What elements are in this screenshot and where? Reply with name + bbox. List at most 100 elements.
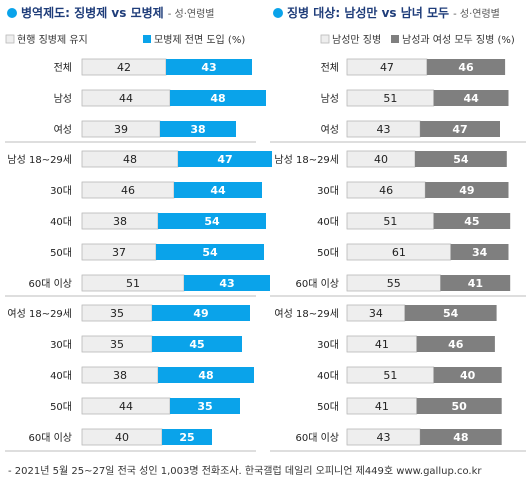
panel1-bar-series2 — [184, 275, 270, 291]
panel2-category-label: 40대 — [317, 370, 339, 382]
panel1-data-label-series2: 54 — [204, 215, 220, 228]
panel2-data-label-series2: 45 — [464, 215, 479, 228]
panel2-category-label: 남성 18~29세 — [274, 154, 339, 166]
panel2-data-label-series2: 46 — [458, 61, 474, 74]
panel1-category-label: 40대 — [50, 370, 72, 382]
panel1-category-label: 60대 이상 — [28, 432, 72, 444]
panel2-category-label: 40대 — [317, 216, 339, 228]
panel2-bar-series2 — [420, 121, 500, 137]
panel2-subtitle: - 성·연령별 — [453, 8, 500, 20]
panel1-bar-series2 — [178, 151, 272, 167]
panel1-data-label-series2: 43 — [201, 61, 216, 74]
panel1-data-label-series1: 38 — [113, 215, 127, 228]
panel1-data-label-series1: 35 — [110, 307, 124, 320]
panel1-data-label-series2: 48 — [198, 369, 213, 382]
panel2-data-label-series2: 54 — [443, 307, 459, 320]
panel1-category-label: 50대 — [50, 247, 72, 259]
panel2-data-label-series2: 46 — [448, 338, 464, 351]
panel1-category-label: 40대 — [50, 216, 72, 228]
panel1-data-label-series1: 48 — [123, 153, 137, 166]
panel1-category-label: 여성 — [54, 124, 72, 136]
panel1-bar-series2 — [158, 367, 254, 383]
panel1-data-label-series1: 40 — [115, 431, 129, 444]
panel2-legend-label-2: 남성과 여성 모두 징병 (%) — [402, 34, 515, 46]
panel2-category-label: 여성 — [321, 124, 339, 136]
panel2-category-label: 60대 이상 — [295, 432, 339, 444]
panel1-data-label-series2: 25 — [179, 431, 194, 444]
panel2-data-label-series1: 51 — [383, 92, 397, 105]
panel1-data-label-series1: 37 — [112, 246, 126, 259]
panel1-subtitle: - 성·연령별 — [168, 8, 215, 20]
panel1-category-label: 남성 18~29세 — [7, 154, 72, 166]
panel2-data-label-series1: 51 — [383, 215, 397, 228]
panel1-legend-label-2: 모병제 전면 도입 (%) — [154, 33, 245, 46]
panel1-data-label-series1: 38 — [113, 369, 127, 382]
panel2-data-label-series1: 34 — [369, 307, 383, 320]
panel1-title-bullet-icon — [7, 8, 17, 18]
panel1-legend-label-1: 현행 징병제 유지 — [17, 34, 88, 46]
panel2-category-label: 50대 — [317, 401, 339, 413]
panel2-category-label: 30대 — [317, 339, 339, 351]
panel1-data-label-series1: 46 — [121, 184, 135, 197]
panel1-data-label-series1: 35 — [110, 338, 124, 351]
panel1-legend-swatch-1 — [5, 34, 15, 44]
panel2-bar-series2 — [426, 59, 506, 75]
panel1-category-label: 30대 — [50, 339, 72, 351]
panel2-bar-series2 — [416, 336, 495, 352]
panel1-data-label-series1: 39 — [114, 123, 128, 136]
panel2-category-label: 여성 18~29세 — [274, 308, 339, 320]
panel2-data-label-series1: 40 — [374, 153, 388, 166]
panel2-bar-series2 — [420, 429, 502, 445]
panel2-bar-series2 — [450, 244, 509, 260]
panel1-bar-series2 — [166, 59, 252, 75]
panel2-data-label-series1: 41 — [375, 338, 389, 351]
panel1-data-label-series2: 54 — [202, 246, 218, 259]
panel1-category-label: 30대 — [50, 185, 72, 197]
panel1-bar-series2 — [162, 429, 212, 445]
panel2-bar-series2 — [425, 182, 509, 198]
panel1-bar-series2 — [158, 213, 266, 229]
panel2-data-label-series2: 41 — [468, 277, 483, 290]
panel1-data-label-series2: 49 — [193, 307, 208, 320]
panel2-bar-series2 — [433, 90, 509, 106]
panel1-category-label: 남성 — [54, 93, 72, 105]
panel1-bar-series2 — [174, 182, 262, 198]
panel1-data-label-series2: 38 — [190, 123, 205, 136]
panel1-category-label: 50대 — [50, 401, 72, 413]
panel2-data-label-series2: 34 — [472, 246, 488, 259]
panel2-bar-series2 — [415, 151, 507, 167]
panel1-category-label: 전체 — [54, 62, 72, 74]
panel2-data-label-series1: 61 — [392, 246, 406, 259]
panel1-bar-series2 — [152, 336, 242, 352]
panel2-category-label: 50대 — [317, 247, 339, 259]
panel1-data-label-series1: 42 — [117, 61, 131, 74]
panel2-data-label-series2: 40 — [460, 369, 476, 382]
panel1-data-label-series2: 48 — [210, 92, 225, 105]
panel2-data-label-series1: 41 — [375, 400, 389, 413]
panel1-category-label: 여성 18~29세 — [7, 308, 72, 320]
panel2-bar-series2 — [433, 367, 502, 383]
panel2-bar-series2 — [404, 305, 497, 321]
source-footnote: - 2021년 5월 25~27일 전국 성인 1,003명 전화조사. 한국갤… — [8, 466, 482, 477]
panel1-bar-series2 — [170, 90, 266, 106]
panel2-data-label-series2: 54 — [453, 153, 469, 166]
panel1-category-label: 60대 이상 — [28, 278, 72, 290]
panel2-data-label-series1: 43 — [377, 123, 391, 136]
panel2-category-label: 30대 — [317, 185, 339, 197]
panel2-category-label: 60대 이상 — [295, 278, 339, 290]
panel1-bar-series2 — [156, 244, 264, 260]
panel1-data-label-series1: 51 — [126, 277, 140, 290]
panel1-bar-series2 — [170, 398, 240, 414]
panel2-data-label-series1: 47 — [380, 61, 394, 74]
panel1-data-label-series2: 35 — [197, 400, 212, 413]
panel1-data-label-series1: 44 — [119, 400, 133, 413]
panel2-legend-label-1: 남성만 징병 — [332, 34, 381, 46]
panel2-bar-series2 — [433, 213, 511, 229]
panel2-data-label-series1: 55 — [387, 277, 401, 290]
panel1-data-label-series2: 47 — [217, 153, 232, 166]
panel2-data-label-series2: 48 — [453, 431, 468, 444]
panel1-data-label-series2: 45 — [189, 338, 204, 351]
panel2-data-label-series2: 50 — [452, 400, 468, 413]
